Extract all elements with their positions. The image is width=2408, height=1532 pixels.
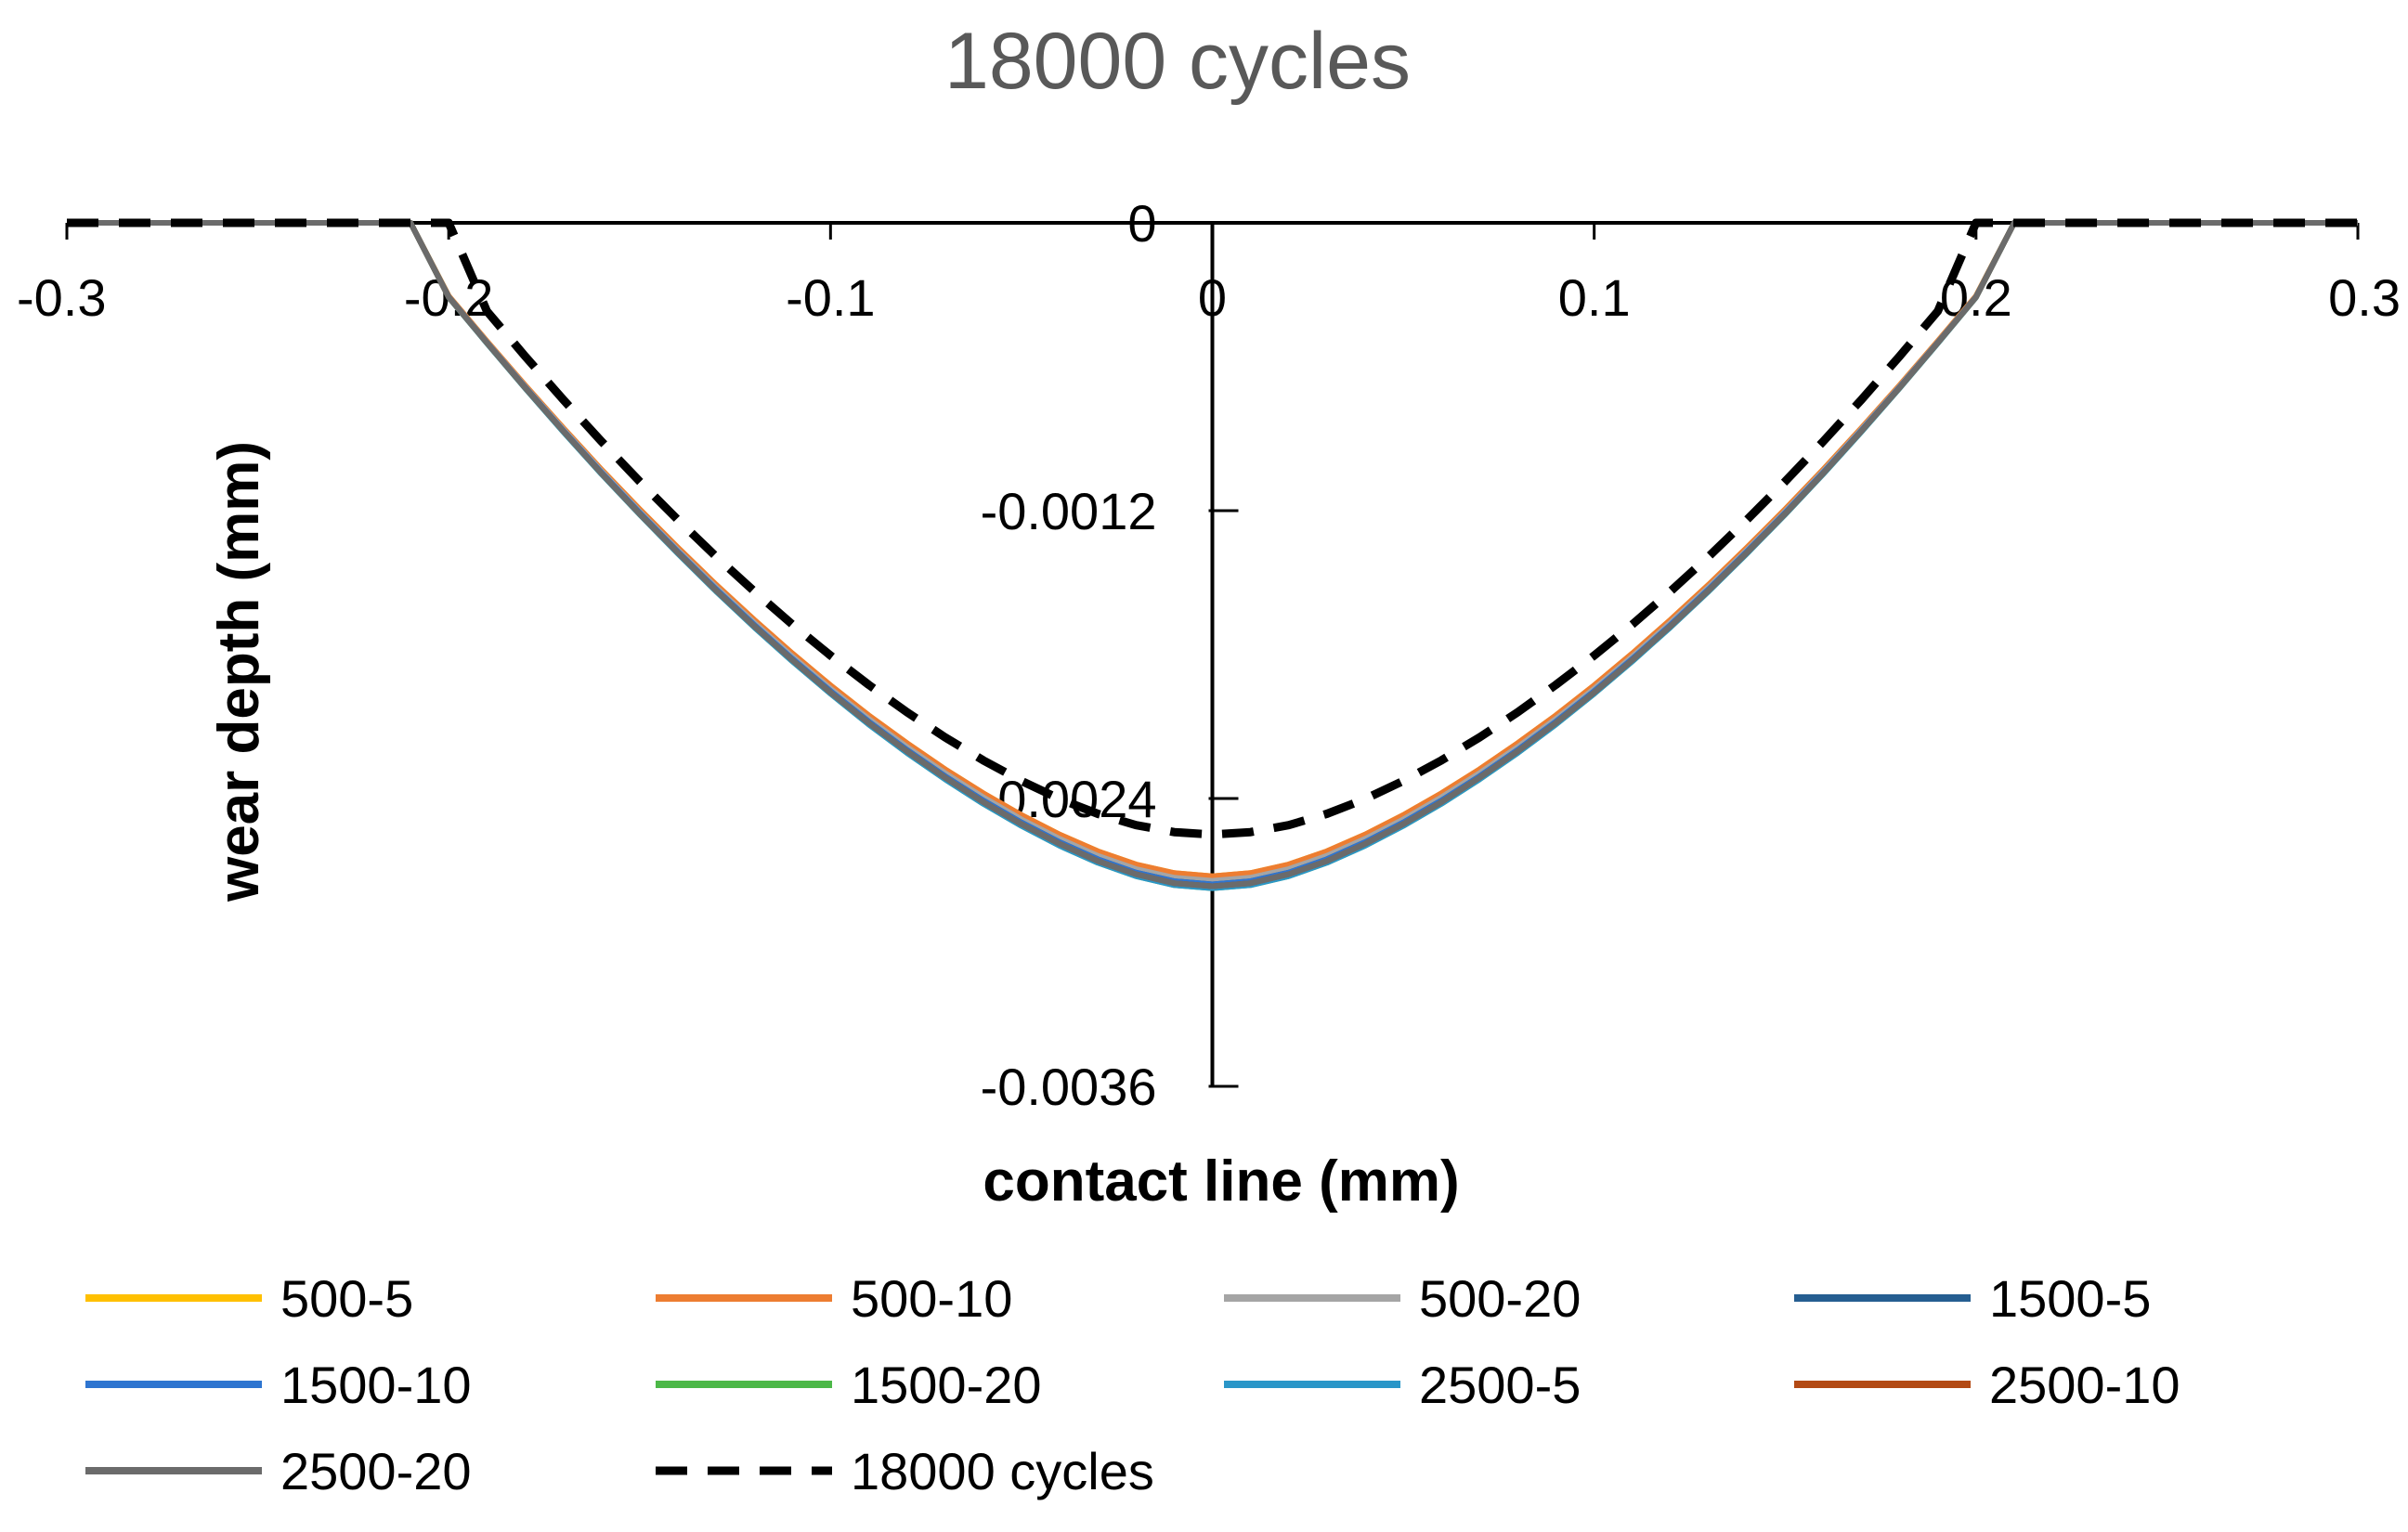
series-line-2500-20 (67, 220, 2358, 889)
legend-label: 2500-20 (280, 1442, 472, 1500)
legend-label: 500-10 (851, 1269, 1012, 1328)
x-tick-label: -0.1 (786, 268, 876, 327)
legend-item: 2500-10 (1794, 1356, 2180, 1414)
x-tick-label: -0.3 (17, 268, 107, 327)
legend-label: 1500-5 (1989, 1269, 2151, 1328)
legend-item: 1500-20 (656, 1356, 1042, 1414)
legend-item: 18000 cycles (656, 1442, 1154, 1500)
legend-item: 1500-5 (1794, 1269, 2151, 1328)
legend-item: 2500-20 (85, 1442, 472, 1500)
x-tick-label: 0.1 (1558, 268, 1631, 327)
chart-title: 18000 cycles (944, 17, 1411, 106)
legend-label: 500-20 (1419, 1269, 1581, 1328)
legend-label: 2500-5 (1419, 1356, 1581, 1414)
legend-item: 500-20 (1224, 1269, 1581, 1328)
legend-item: 500-5 (85, 1269, 413, 1328)
y-axis-label: wear depth (mm) (207, 441, 271, 902)
legend-item: 500-10 (656, 1269, 1012, 1328)
series-line-18000-cycles (67, 218, 2358, 839)
y-tick-label: -0.0012 (981, 482, 1157, 540)
legend-label: 2500-10 (1989, 1356, 2180, 1414)
axes-group: -0.3 -0.2 -0.1 0 0.1 0.2 0.30-0.0012-0.0024-0.… (17, 194, 2401, 1116)
legend: 500-5 500-10 500-20 1500-5 1500-10 1500-20 250… (85, 1269, 2180, 1500)
y-tick-label: 0 (1127, 194, 1156, 253)
legend-label: 1500-10 (280, 1356, 472, 1414)
x-tick-label: 0 (1198, 268, 1227, 327)
legend-label: 500-5 (280, 1269, 413, 1328)
legend-label: 1500-20 (851, 1356, 1042, 1414)
legend-item: 1500-10 (85, 1356, 472, 1414)
series-group (67, 218, 2358, 891)
y-tick-label: -0.0036 (981, 1058, 1157, 1116)
legend-label: 18000 cycles (851, 1442, 1154, 1500)
x-axis-label: contact line (mm) (983, 1149, 1459, 1214)
legend-item: 2500-5 (1224, 1356, 1581, 1414)
x-tick-label: 0.3 (2328, 268, 2401, 327)
